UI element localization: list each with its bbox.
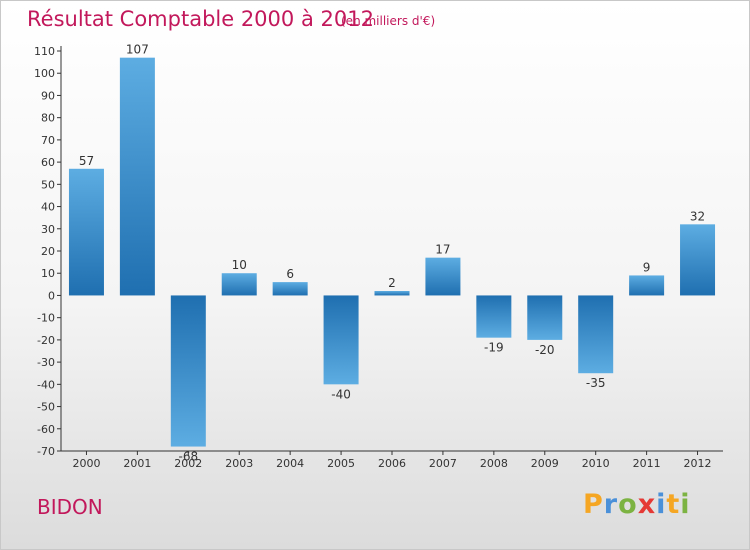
x-tick-label: 2009 xyxy=(531,457,559,470)
y-tick-label: 60 xyxy=(41,156,55,169)
x-tick-label: 2002 xyxy=(174,457,202,470)
logo-letter: i xyxy=(680,489,691,520)
x-tick-label: 2000 xyxy=(72,457,100,470)
bar xyxy=(170,295,206,447)
bar xyxy=(272,282,308,296)
y-tick-label: -60 xyxy=(37,423,55,436)
bar xyxy=(680,224,716,296)
logo-letter: r xyxy=(603,489,619,520)
logo-letter: t xyxy=(666,489,681,520)
bar xyxy=(119,57,155,296)
logo-letter: P xyxy=(583,489,604,520)
chart-title: Résultat Comptable 2000 à 2012 xyxy=(27,7,374,31)
y-tick-label: 110 xyxy=(34,45,55,58)
x-tick-label: 2008 xyxy=(480,457,508,470)
y-tick-label: 40 xyxy=(41,201,55,214)
y-tick-label: 20 xyxy=(41,245,55,258)
data-label: -68 xyxy=(179,450,199,464)
data-label: 9 xyxy=(643,260,651,274)
x-tick-label: 2010 xyxy=(582,457,610,470)
commune-name: BIDON xyxy=(37,495,103,519)
y-tick-label: 100 xyxy=(34,67,55,80)
x-tick-label: 2012 xyxy=(684,457,712,470)
data-label: 107 xyxy=(126,43,149,57)
x-tick-label: 2001 xyxy=(123,457,151,470)
logo-letter: x xyxy=(637,489,657,520)
bar xyxy=(323,295,359,385)
x-tick-label: 2005 xyxy=(327,457,355,470)
x-tick-label: 2004 xyxy=(276,457,304,470)
data-label: -20 xyxy=(535,343,555,357)
bar xyxy=(425,257,461,296)
y-tick-label: -50 xyxy=(37,401,55,414)
y-tick-label: 30 xyxy=(41,223,55,236)
y-tick-label: -40 xyxy=(37,378,55,391)
chart-subtitle: (en milliers d'€) xyxy=(341,14,436,28)
x-tick-label: 2003 xyxy=(225,457,253,470)
data-label: 6 xyxy=(286,267,294,281)
logo-letter: i xyxy=(656,489,667,520)
bar xyxy=(629,275,665,296)
proxiti-logo[interactable]: Proxiti xyxy=(583,489,691,520)
y-tick-label: 0 xyxy=(48,289,55,302)
y-tick-label: -20 xyxy=(37,334,55,347)
y-tick-label: -70 xyxy=(37,445,55,458)
data-label: 17 xyxy=(435,243,450,257)
y-tick-label: 10 xyxy=(41,267,55,280)
bar xyxy=(578,295,614,374)
logo-letter: o xyxy=(618,489,638,520)
y-tick-label: 70 xyxy=(41,134,55,147)
y-tick-label: 90 xyxy=(41,89,55,102)
data-label: 2 xyxy=(388,276,396,290)
y-tick-label: -30 xyxy=(37,356,55,369)
y-tick-label: 50 xyxy=(41,178,55,191)
bar xyxy=(68,168,104,296)
data-label: -19 xyxy=(484,341,504,355)
y-tick-label: -10 xyxy=(37,312,55,325)
data-label: 32 xyxy=(690,209,705,223)
bar xyxy=(527,295,563,340)
x-tick-label: 2011 xyxy=(633,457,661,470)
data-label: -40 xyxy=(331,387,351,401)
y-tick-label: 80 xyxy=(41,112,55,125)
bar xyxy=(221,273,257,296)
data-label: 57 xyxy=(79,154,94,168)
x-tick-label: 2007 xyxy=(429,457,457,470)
data-label: 10 xyxy=(232,258,247,272)
x-tick-label: 2006 xyxy=(378,457,406,470)
data-label: -35 xyxy=(586,376,606,390)
bar xyxy=(374,291,410,296)
bar xyxy=(476,295,512,338)
